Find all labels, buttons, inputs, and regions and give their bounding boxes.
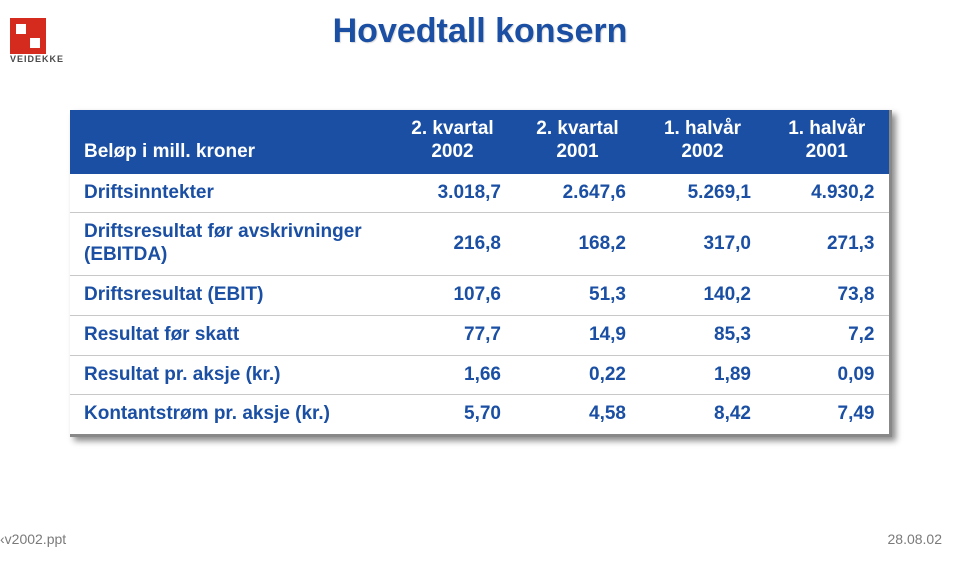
header-q2-2001: 2. kvartal 2001 <box>515 110 640 173</box>
cell-value: 5.269,1 <box>640 173 765 213</box>
header-line1: 1. halvår <box>788 118 865 139</box>
table-row: Kontantstrøm pr. aksje (kr.) 5,70 4,58 8… <box>70 395 890 436</box>
row-label: Driftsinntekter <box>70 173 390 213</box>
cell-value: 0,22 <box>515 355 640 395</box>
header-q2-2002: 2. kvartal 2002 <box>390 110 515 173</box>
header-line1: 2. kvartal <box>411 118 493 139</box>
cell-value: 1,66 <box>390 355 515 395</box>
header-line2: 2002 <box>404 141 501 164</box>
row-label: Resultat før skatt <box>70 315 390 355</box>
cell-value: 8,42 <box>640 395 765 436</box>
cell-value: 4.930,2 <box>765 173 890 213</box>
cell-value: 0,09 <box>765 355 890 395</box>
header-h1-2001: 1. halvår 2001 <box>765 110 890 173</box>
header-line2: 2001 <box>779 141 875 164</box>
cell-value: 140,2 <box>640 275 765 315</box>
cell-value: 271,3 <box>765 213 890 276</box>
row-label-line1: Driftsresultat før avskrivninger <box>84 221 376 244</box>
cell-value: 1,89 <box>640 355 765 395</box>
table-row: Resultat før skatt 77,7 14,9 85,3 7,2 <box>70 315 890 355</box>
row-label: Driftsresultat før avskrivninger (EBITDA… <box>70 213 390 276</box>
logo-brand-text: VEIDEKKE <box>10 54 64 64</box>
cell-value: 2.647,6 <box>515 173 640 213</box>
header-line1: Beløp i mill. kroner <box>84 141 255 162</box>
cell-value: 51,3 <box>515 275 640 315</box>
table-row: Driftsresultat (EBIT) 107,6 51,3 140,2 7… <box>70 275 890 315</box>
table-row: Resultat pr. aksje (kr.) 1,66 0,22 1,89 … <box>70 355 890 395</box>
cell-value: 4,58 <box>515 395 640 436</box>
header-line2: 2002 <box>654 141 751 164</box>
page-title: Hovedtall konsern <box>0 12 960 51</box>
table-row: Driftsresultat før avskrivninger (EBITDA… <box>70 213 890 276</box>
cell-value: 7,49 <box>765 395 890 436</box>
cell-value: 317,0 <box>640 213 765 276</box>
row-label-line2: (EBITDA) <box>84 244 376 267</box>
cell-value: 77,7 <box>390 315 515 355</box>
cell-value: 5,70 <box>390 395 515 436</box>
cell-value: 7,2 <box>765 315 890 355</box>
cell-value: 3.018,7 <box>390 173 515 213</box>
cell-value: 73,8 <box>765 275 890 315</box>
cell-value: 216,8 <box>390 213 515 276</box>
header-label: Beløp i mill. kroner <box>70 110 390 173</box>
financial-table: Beløp i mill. kroner 2. kvartal 2002 2. … <box>70 110 890 437</box>
header-h1-2002: 1. halvår 2002 <box>640 110 765 173</box>
cell-value: 107,6 <box>390 275 515 315</box>
footer-left: ‹v2002.ppt <box>0 531 66 547</box>
cell-value: 85,3 <box>640 315 765 355</box>
table-row: Driftsinntekter 3.018,7 2.647,6 5.269,1 … <box>70 173 890 213</box>
footer-right: 28.08.02 <box>888 531 943 547</box>
financial-table-element: Beløp i mill. kroner 2. kvartal 2002 2. … <box>70 110 892 437</box>
cell-value: 168,2 <box>515 213 640 276</box>
header-line1: 2. kvartal <box>536 118 618 139</box>
row-label: Resultat pr. aksje (kr.) <box>70 355 390 395</box>
row-label: Driftsresultat (EBIT) <box>70 275 390 315</box>
table-header-row: Beløp i mill. kroner 2. kvartal 2002 2. … <box>70 110 890 173</box>
cell-value: 14,9 <box>515 315 640 355</box>
header-line2: 2001 <box>529 141 626 164</box>
header-line1: 1. halvår <box>664 118 741 139</box>
row-label: Kontantstrøm pr. aksje (kr.) <box>70 395 390 436</box>
